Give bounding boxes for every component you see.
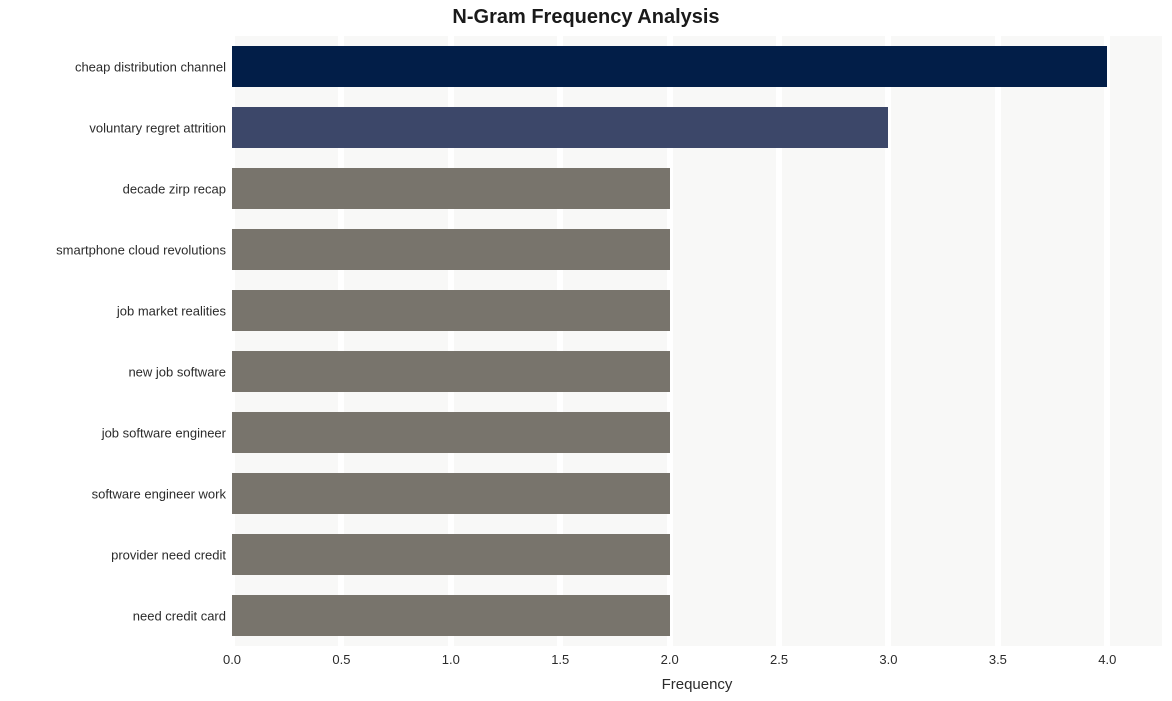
- x-tick-label: 0.5: [332, 652, 350, 667]
- y-tick-label: software engineer work: [92, 486, 232, 501]
- x-tick-label: 2.0: [661, 652, 679, 667]
- y-tick-label: job software engineer: [102, 425, 232, 440]
- bar: [232, 229, 670, 270]
- x-tick-label: 2.5: [770, 652, 788, 667]
- y-tick-label: provider need credit: [111, 547, 232, 562]
- y-tick-label: decade zirp recap: [123, 181, 232, 196]
- bar: [232, 290, 670, 331]
- x-tick-label: 0.0: [223, 652, 241, 667]
- plot-area: cheap distribution channelvoluntary regr…: [232, 36, 1162, 646]
- bar: [232, 351, 670, 392]
- y-tick-label: new job software: [128, 364, 232, 379]
- y-tick-label: smartphone cloud revolutions: [56, 242, 232, 257]
- bar: [232, 46, 1107, 87]
- x-tick-label: 4.0: [1098, 652, 1116, 667]
- x-tick-label: 1.0: [442, 652, 460, 667]
- x-axis-label: Frequency: [662, 676, 733, 693]
- x-tick-label: 1.5: [551, 652, 569, 667]
- gridline: [1104, 36, 1110, 646]
- bar: [232, 412, 670, 453]
- bar: [232, 168, 670, 209]
- chart-title: N-Gram Frequency Analysis: [0, 6, 1172, 29]
- bar: [232, 595, 670, 636]
- y-tick-label: need credit card: [133, 608, 232, 623]
- x-tick-label: 3.0: [879, 652, 897, 667]
- bar: [232, 107, 888, 148]
- bar: [232, 473, 670, 514]
- bar: [232, 534, 670, 575]
- x-tick-label: 3.5: [989, 652, 1007, 667]
- gridline: [995, 36, 1001, 646]
- y-tick-label: job market realities: [117, 303, 232, 318]
- y-tick-label: voluntary regret attrition: [89, 120, 232, 135]
- y-tick-label: cheap distribution channel: [75, 59, 232, 74]
- chart-container: N-Gram Frequency Analysis cheap distribu…: [0, 0, 1172, 701]
